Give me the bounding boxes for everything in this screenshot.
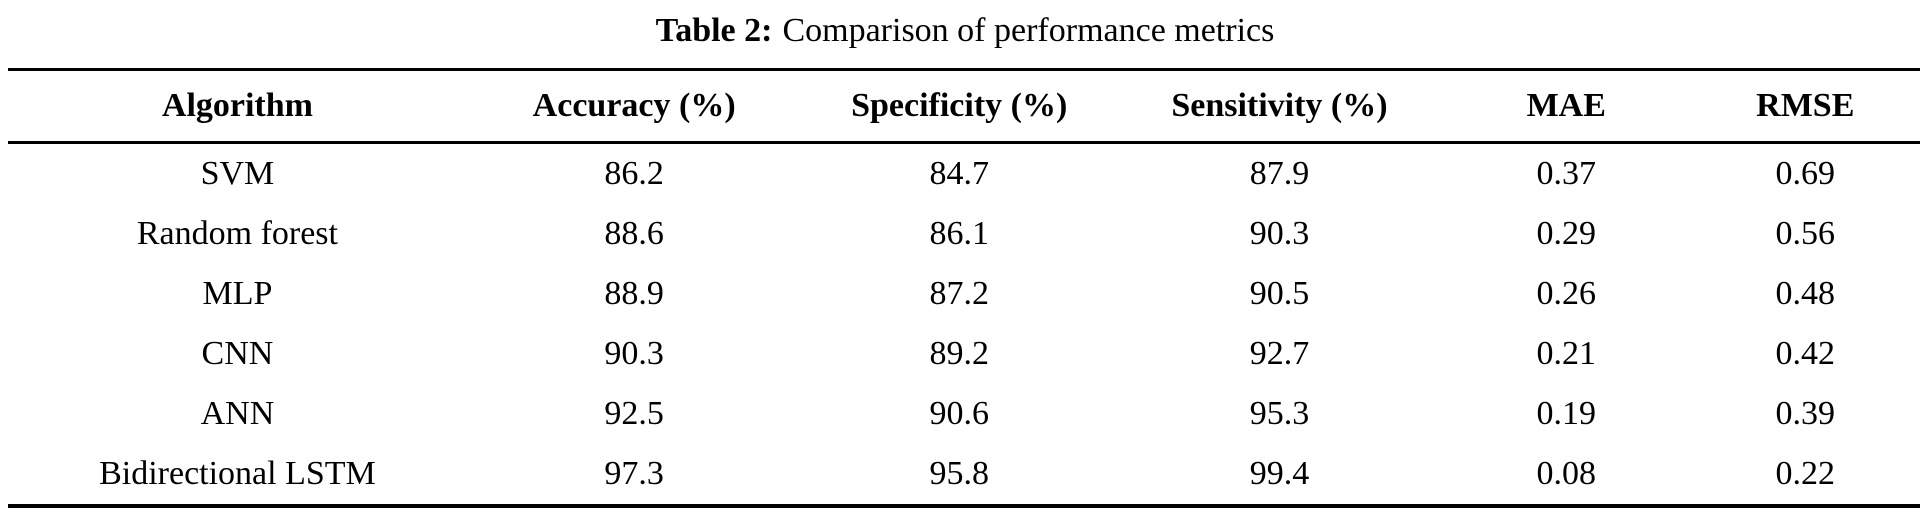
cell-specificity: 84.7	[929, 155, 989, 192]
table-row: Random forest 88.6 86.1 90.3 0.29 0.56	[8, 204, 1920, 264]
caption-label: Table 2:	[655, 12, 773, 49]
cell-sensitivity: 90.5	[1249, 275, 1310, 312]
cell-algorithm: MLP	[202, 275, 273, 312]
cell-algorithm: Random forest	[136, 215, 338, 252]
cell-algorithm: SVM	[200, 155, 275, 192]
cell-sensitivity: 90.3	[1249, 215, 1310, 252]
performance-metrics-table: Algorithm Accuracy (%) Specificity (%) S…	[8, 68, 1920, 508]
cell-sensitivity: 95.3	[1249, 395, 1310, 432]
cell-rmse: 0.56	[1775, 215, 1836, 252]
cell-specificity: 89.2	[929, 335, 989, 372]
cell-accuracy: 88.9	[604, 275, 664, 312]
cell-mae: 0.37	[1536, 155, 1596, 192]
header-row: Algorithm Accuracy (%) Specificity (%) S…	[8, 68, 1920, 144]
cell-accuracy: 90.3	[604, 335, 664, 372]
cell-algorithm: Bidirectional LSTM	[8, 444, 467, 508]
cell-accuracy: 86.2	[604, 155, 664, 192]
column-header-accuracy: Accuracy (%)	[466, 68, 802, 144]
table-caption: Table 2: Comparison of performance metri…	[0, 0, 1930, 62]
cell-accuracy: 97.3	[466, 444, 802, 508]
table-header: Algorithm Accuracy (%) Specificity (%) S…	[8, 68, 1920, 144]
cell-specificity: 90.6	[929, 395, 989, 432]
table-row: Bidirectional LSTM 97.3 95.8 99.4 0.08 0…	[8, 444, 1920, 508]
column-header-algorithm: Algorithm	[8, 68, 467, 144]
column-header-mae: MAE	[1441, 68, 1691, 144]
cell-algorithm: ANN	[200, 395, 275, 432]
cell-specificity: 87.2	[929, 275, 989, 312]
table-row: CNN 90.3 89.2 92.7 0.21 0.42	[8, 324, 1920, 384]
table-row: MLP 88.9 87.2 90.5 0.26 0.48	[8, 264, 1920, 324]
cell-mae: 0.08	[1441, 444, 1691, 508]
cell-mae: 0.19	[1536, 395, 1596, 432]
cell-mae: 0.26	[1536, 275, 1596, 312]
cell-rmse: 0.48	[1775, 275, 1836, 312]
column-header-rmse: RMSE	[1690, 68, 1920, 144]
table-row: SVM 86.2 84.7 87.9 0.37 0.69	[8, 143, 1920, 205]
cell-accuracy: 88.6	[604, 215, 664, 252]
cell-specificity: 86.1	[929, 215, 989, 252]
caption-text: Comparison of performance metrics	[782, 12, 1275, 49]
cell-sensitivity: 92.7	[1249, 335, 1310, 372]
cell-mae: 0.29	[1536, 215, 1596, 252]
cell-accuracy: 92.5	[604, 395, 664, 432]
cell-sensitivity: 87.9	[1249, 155, 1310, 192]
cell-specificity: 95.8	[801, 444, 1117, 508]
column-header-specificity: Specificity (%)	[801, 68, 1117, 144]
table-row: ANN 92.5 90.6 95.3 0.19 0.39	[8, 384, 1920, 444]
column-header-sensitivity: Sensitivity (%)	[1116, 68, 1442, 144]
cell-algorithm: CNN	[201, 335, 274, 372]
cell-sensitivity: 99.4	[1116, 444, 1442, 508]
cell-rmse: 0.42	[1775, 335, 1836, 372]
cell-rmse: 0.39	[1775, 395, 1836, 432]
cell-mae: 0.21	[1536, 335, 1596, 372]
cell-rmse: 0.22	[1690, 444, 1920, 508]
table-body: SVM 86.2 84.7 87.9 0.37 0.69 Random fore…	[8, 143, 1920, 508]
cell-rmse: 0.69	[1775, 155, 1836, 192]
